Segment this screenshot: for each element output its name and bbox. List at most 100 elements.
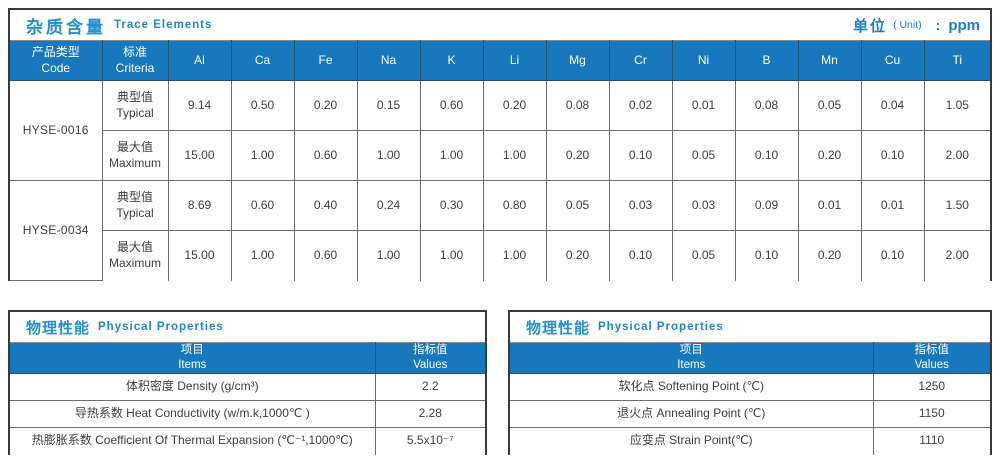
table-row: HYSE-0016 典型值 Typical 9.14 0.50 0.20 0.1… xyxy=(10,80,990,181)
table-row: 体积密度 Density (g/cm³) 2.2 xyxy=(10,373,485,401)
element-value-cell: 0.10 xyxy=(860,230,925,281)
col-header-values: 指标值 Values xyxy=(374,342,485,374)
property-item-cell: 体积密度 Density (g/cm³) xyxy=(10,373,376,401)
property-value-cell: 5.5x10⁻⁷ xyxy=(374,427,485,455)
table-row: 热膨胀系数 Coefficient Of Thermal Expansion (… xyxy=(10,427,485,455)
table-row: HYSE-0034 典型值 Typical 8.69 0.60 0.40 0.2… xyxy=(10,180,990,281)
physical-properties-left-panel: 物理性能 Physical Properties 项目 Items 指标值 Va… xyxy=(8,310,487,455)
element-value-cell: 0.20 xyxy=(797,130,862,181)
col-header-code-cn: 产品类型 xyxy=(31,44,80,59)
physical-left-title-en: Physical Properties xyxy=(98,321,224,333)
table-row: 最大值 Maximum 15.00 1.00 0.60 1.00 1.00 1.… xyxy=(10,130,990,181)
physical-right-title-en: Physical Properties xyxy=(598,321,724,333)
property-item-cell: 导热系数 Heat Conductivity (w/m.k,1000℃ ) xyxy=(10,400,376,428)
element-value-cell: 0.10 xyxy=(608,230,673,281)
element-value-cell: 0.05 xyxy=(797,80,862,131)
criteria-en: Maximum xyxy=(108,155,161,170)
physical-properties-right-panel: 物理性能 Physical Properties 项目 Items 指标值 Va… xyxy=(508,310,992,455)
property-value-cell: 1150 xyxy=(872,400,990,428)
col-header-values: 指标值 Values xyxy=(872,342,990,374)
col-header-element: Mg xyxy=(545,40,610,81)
trace-elements-panel: 杂质含量 Trace Elements 单位 ( Unit) : ppm 产品 xyxy=(8,8,992,281)
element-value-cell: 2.00 xyxy=(923,130,990,181)
property-value-cell: 2.28 xyxy=(374,400,485,428)
trace-header-row: 产品类型 Code 标准 Criteria Al Ca Fe Na K Li M… xyxy=(10,40,990,81)
criteria-cn: 最大值 xyxy=(116,240,153,255)
col-header-items: 项目 Items xyxy=(510,342,874,374)
element-value-cell: 0.01 xyxy=(797,180,862,231)
criteria-cn: 典型值 xyxy=(116,89,153,104)
product-code-cell: HYSE-0034 xyxy=(10,180,103,281)
element-value-cell: 2.00 xyxy=(923,230,990,281)
trace-elements-title-bar: 杂质含量 Trace Elements 单位 ( Unit) : ppm xyxy=(10,10,990,40)
col-header-element: K xyxy=(419,40,484,81)
criteria-cell: 最大值 Maximum xyxy=(102,130,169,181)
element-value-cell: 0.80 xyxy=(482,180,547,231)
element-value-cell: 0.02 xyxy=(608,80,673,131)
col-header-element: Mn xyxy=(797,40,862,81)
element-value-cell: 15.00 xyxy=(167,130,232,181)
unit-label: 单位 ( Unit) : ppm xyxy=(853,10,980,40)
element-value-cell: 0.20 xyxy=(545,230,610,281)
physical-left-table: 项目 Items 指标值 Values 体积密度 Density (g/cm³)… xyxy=(10,342,485,455)
element-value-cell: 15.00 xyxy=(167,230,232,281)
col-header-code-en: Code xyxy=(41,60,71,75)
element-value-cell: 0.01 xyxy=(671,80,736,131)
col-header-items-en: Items xyxy=(677,359,706,371)
col-header-element: Ni xyxy=(671,40,736,81)
element-value-cell: 0.60 xyxy=(293,130,358,181)
table-row: 软化点 Softening Point (℃) 1250 xyxy=(510,373,990,401)
col-header-element: Li xyxy=(482,40,547,81)
element-value-cell: 0.05 xyxy=(671,130,736,181)
unit-colon: : xyxy=(935,17,941,33)
trace-elements-table: 产品类型 Code 标准 Criteria Al Ca Fe Na K Li M… xyxy=(10,40,990,281)
physical-right-title-cn: 物理性能 xyxy=(526,319,591,337)
criteria-cn: 典型值 xyxy=(116,189,153,204)
element-value-cell: 1.50 xyxy=(923,180,990,231)
element-value-cell: 0.05 xyxy=(671,230,736,281)
element-value-cell: 0.09 xyxy=(734,180,799,231)
element-value-cell: 0.20 xyxy=(797,230,862,281)
element-value-cell: 0.05 xyxy=(545,180,610,231)
element-value-cell: 0.20 xyxy=(545,130,610,181)
element-value-cell: 9.14 xyxy=(167,80,232,131)
col-header-criteria: 标准 Criteria xyxy=(101,40,169,81)
col-header-items: 项目 Items xyxy=(10,342,376,374)
element-value-cell: 0.60 xyxy=(419,80,484,131)
col-header-criteria-cn: 标准 xyxy=(122,44,147,59)
unit-value: ppm xyxy=(948,16,980,34)
element-value-cell: 0.03 xyxy=(671,180,736,231)
element-value-cell: 1.00 xyxy=(482,130,547,181)
unit-label-en: ( Unit) xyxy=(893,19,922,31)
criteria-en: Maximum xyxy=(108,255,161,270)
physical-left-title-bar: 物理性能 Physical Properties xyxy=(10,312,485,342)
element-value-cell: 0.03 xyxy=(608,180,673,231)
element-value-cell: 1.00 xyxy=(419,130,484,181)
col-header-element: Ca xyxy=(230,40,295,81)
element-value-cell: 0.10 xyxy=(734,130,799,181)
element-value-cell: 0.10 xyxy=(734,230,799,281)
element-value-cell: 0.60 xyxy=(293,230,358,281)
element-value-cell: 0.01 xyxy=(860,180,925,231)
element-value-cell: 8.69 xyxy=(167,180,232,231)
property-value-cell: 2.2 xyxy=(374,373,485,401)
criteria-cn: 最大值 xyxy=(116,139,153,154)
col-header-element: Fe xyxy=(293,40,358,81)
trace-elements-title-en: Trace Elements xyxy=(114,19,213,31)
element-value-cell: 0.20 xyxy=(482,80,547,131)
element-value-cell: 1.00 xyxy=(356,130,421,181)
physical-right-table: 项目 Items 指标值 Values 软化点 Softening Point … xyxy=(510,342,990,455)
element-value-cell: 1.00 xyxy=(419,230,484,281)
element-value-cell: 1.00 xyxy=(356,230,421,281)
phys-header-row: 项目 Items 指标值 Values xyxy=(10,342,485,374)
property-item-cell: 软化点 Softening Point (℃) xyxy=(510,373,874,401)
trace-elements-title-cn: 杂质含量 xyxy=(26,17,106,37)
criteria-cell: 典型值 Typical xyxy=(101,80,169,131)
element-value-cell: 0.60 xyxy=(230,180,295,231)
criteria-cell: 典型值 Typical xyxy=(101,180,169,231)
col-header-element: Cu xyxy=(860,40,925,81)
element-value-cell: 0.40 xyxy=(293,180,358,231)
physical-right-title-bar: 物理性能 Physical Properties xyxy=(510,312,990,342)
col-header-items-cn: 项目 xyxy=(180,344,204,357)
